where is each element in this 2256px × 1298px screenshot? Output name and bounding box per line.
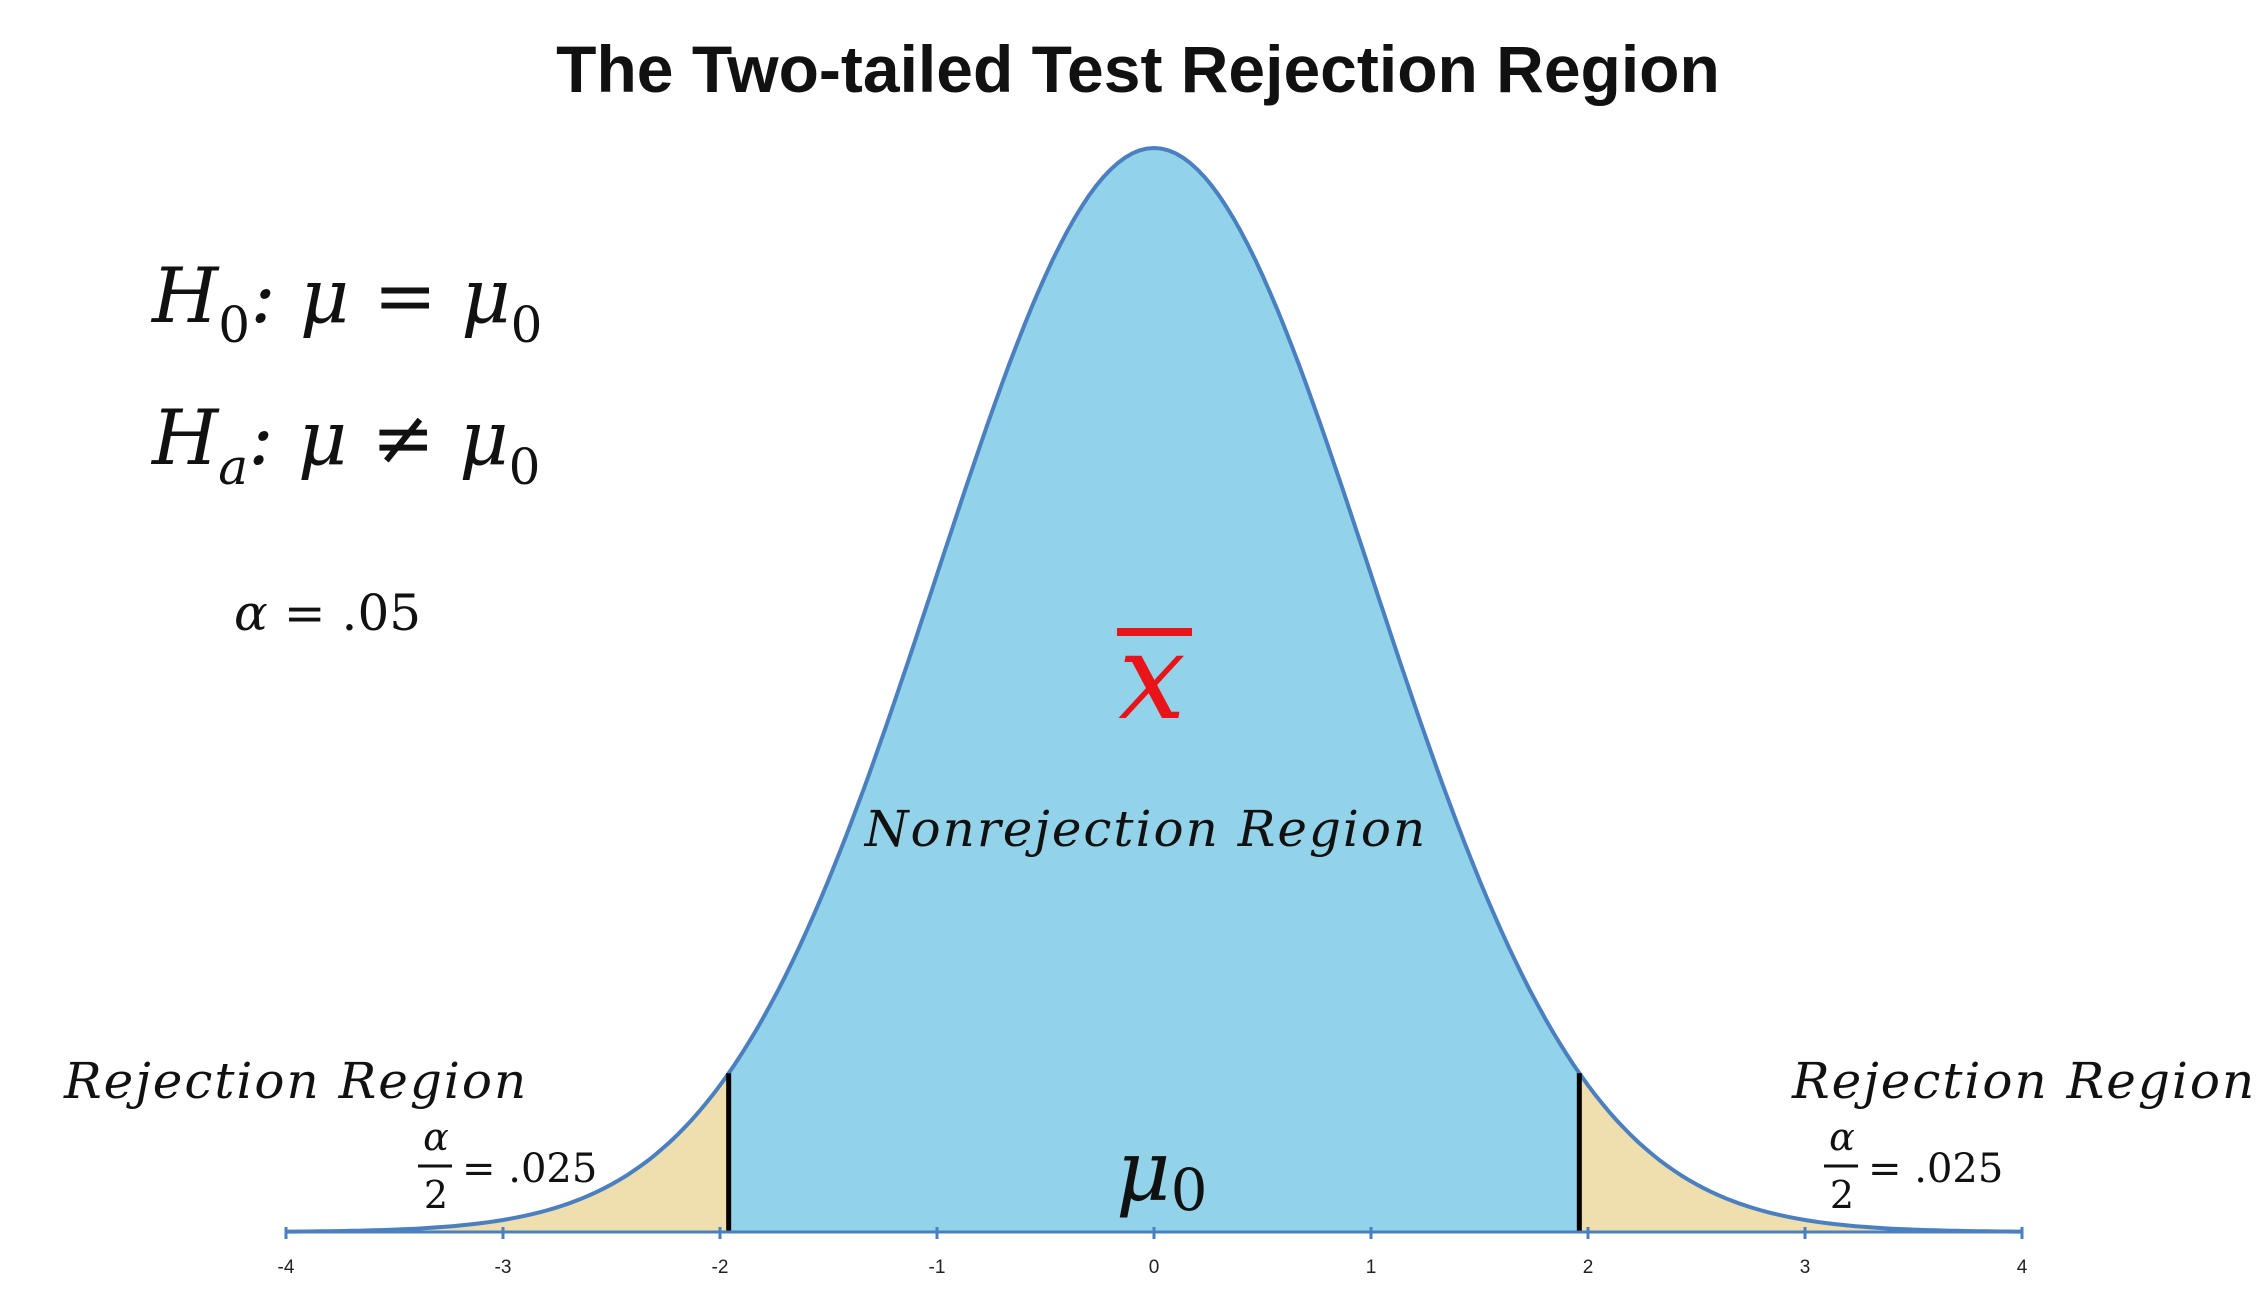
- normal-curve: [286, 145, 2022, 1234]
- left-tail-alpha: α 2 = .025: [418, 1115, 597, 1217]
- x-tick-label: 0: [1149, 1257, 1160, 1278]
- x-tick-label: -1: [929, 1257, 946, 1278]
- left-tail-value: = .025: [462, 1146, 597, 1192]
- nonrejection-area: [728, 148, 1580, 1232]
- x-tick-label: 2: [1583, 1257, 1594, 1278]
- right-rejection-label: Rejection Region: [1791, 1052, 2256, 1110]
- x-tick-label: -2: [712, 1257, 729, 1278]
- significance-level: α = .05: [234, 584, 421, 642]
- xbar-letter: x: [1118, 608, 1186, 747]
- left-alpha-numerator: α: [423, 1115, 449, 1159]
- x-tick-label: -4: [278, 1257, 295, 1278]
- x-tick-label: 1: [1366, 1257, 1377, 1278]
- diagram-title: The Two-tailed Test Rejection Region: [556, 32, 1720, 106]
- alternative-hypothesis: Ha: μ ≠ μ0: [150, 393, 540, 496]
- left-alpha-denominator: 2: [424, 1173, 448, 1217]
- left-rejection-label: Rejection Region: [63, 1052, 528, 1110]
- x-axis: -4 -3 -2 -1 0 1 2 3 4: [278, 1227, 2028, 1278]
- null-hypothesis: H0: μ = μ0: [150, 251, 542, 354]
- right-alpha-numerator: α: [1829, 1115, 1855, 1159]
- right-alpha-denominator: 2: [1830, 1173, 1854, 1217]
- mu-zero-label: μ0: [1116, 1122, 1208, 1224]
- x-tick-label: 4: [2017, 1257, 2028, 1278]
- right-tail-alpha: α 2 = .025: [1824, 1115, 2003, 1217]
- right-rejection-area: [1579, 1073, 2022, 1232]
- sample-mean-symbol: x: [1117, 608, 1192, 747]
- nonrejection-label: Nonrejection Region: [864, 800, 1427, 858]
- x-tick-label: -3: [495, 1257, 512, 1278]
- normal-curve-group: [286, 145, 2022, 1234]
- left-rejection-area: [286, 1073, 729, 1232]
- x-tick-label: 3: [1800, 1257, 1811, 1278]
- right-tail-value: = .025: [1868, 1146, 2003, 1192]
